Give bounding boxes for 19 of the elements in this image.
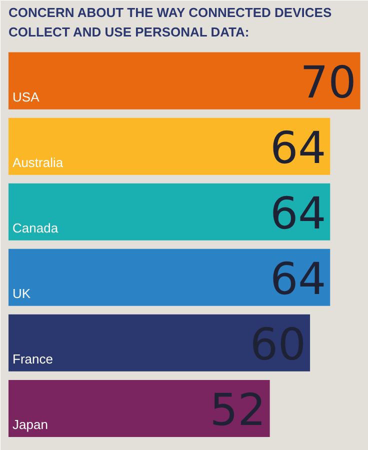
- data-label: 64: [270, 254, 326, 305]
- y-tick-label: Japan: [12, 417, 48, 432]
- bar: [8, 248, 330, 306]
- bar: [8, 314, 310, 372]
- bar: [8, 380, 270, 437]
- chart-title: CONCERN ABOUT THE WAY CONNECTED DEVICES COLLECT AND USE PERSONAL DATA:: [8, 5, 332, 40]
- y-tick-label: Canada: [12, 220, 59, 236]
- y-tick-label: UK: [12, 286, 31, 301]
- data-label: 70: [300, 57, 356, 108]
- bar: [8, 183, 330, 240]
- y-tick-label: France: [12, 352, 53, 367]
- data-label: 64: [270, 188, 326, 240]
- bar: [8, 118, 330, 175]
- bar: [8, 52, 360, 110]
- y-tick-label: Australia: [12, 154, 64, 170]
- data-label: 60: [250, 319, 306, 370]
- data-label: 52: [210, 384, 266, 436]
- y-tick-label: USA: [12, 89, 40, 104]
- data-label: 64: [270, 122, 326, 174]
